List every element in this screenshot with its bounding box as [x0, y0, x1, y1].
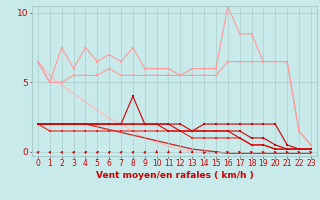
X-axis label: Vent moyen/en rafales ( km/h ): Vent moyen/en rafales ( km/h ) [96, 171, 253, 180]
